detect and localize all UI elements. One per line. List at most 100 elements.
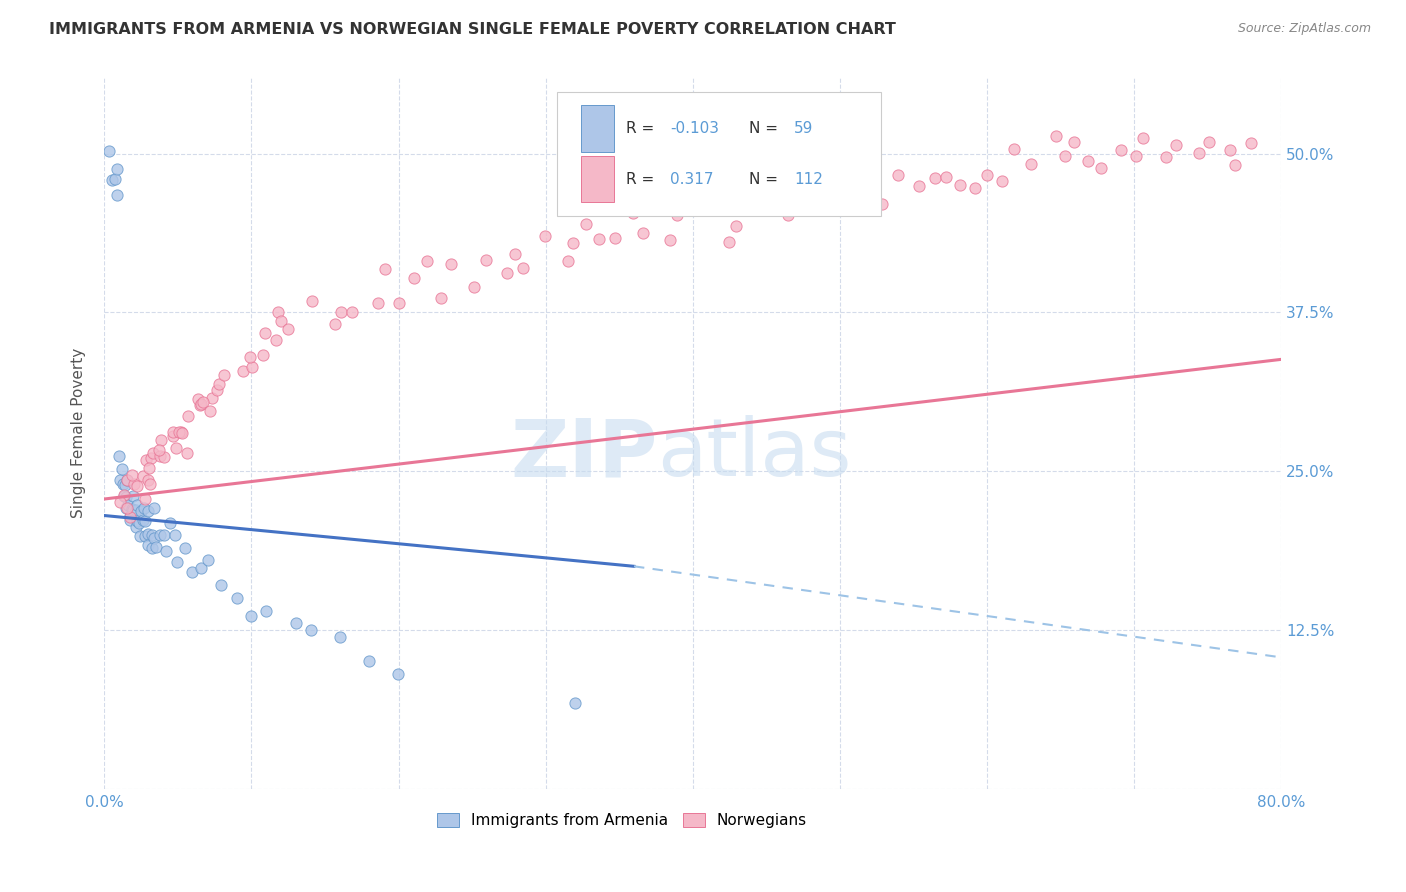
Point [98, 144, 121, 158]
Point [173, 541, 195, 555]
Point [621, 206, 644, 220]
Point [128, 516, 150, 531]
Point [121, 468, 143, 483]
Point [226, 591, 249, 606]
Point [603, 231, 626, 245]
Point [908, 178, 931, 193]
Point [141, 541, 163, 556]
Point [149, 433, 172, 447]
Point [198, 404, 221, 418]
Point [239, 350, 262, 364]
Point [122, 476, 145, 491]
FancyBboxPatch shape [558, 92, 882, 216]
Point [1109, 143, 1132, 157]
Point [190, 397, 212, 411]
Point [329, 630, 352, 644]
Point [758, 199, 780, 213]
Point [145, 540, 167, 554]
Point [240, 608, 263, 623]
Text: IMMIGRANTS FROM ARMENIA VS NORWEGIAN SINGLE FEMALE POVERTY CORRELATION CHART: IMMIGRANTS FROM ARMENIA VS NORWEGIAN SIN… [49, 22, 896, 37]
Point [141, 528, 163, 542]
Point [129, 504, 152, 518]
Point [134, 529, 156, 543]
Point [176, 445, 198, 459]
Point [1240, 136, 1263, 150]
Point [924, 171, 946, 186]
Point [769, 178, 792, 192]
Point [357, 654, 380, 668]
Point [143, 501, 166, 516]
Point [440, 257, 463, 271]
Point [254, 604, 277, 618]
Point [285, 616, 308, 631]
Point [1225, 158, 1247, 172]
Point [976, 168, 998, 182]
Point [1077, 153, 1099, 168]
Point [1164, 137, 1187, 152]
Point [191, 395, 214, 409]
Point [163, 528, 186, 542]
Point [118, 513, 141, 527]
Point [1090, 161, 1112, 176]
Point [139, 450, 162, 465]
Point [125, 514, 148, 528]
Point [181, 565, 204, 579]
Point [404, 270, 426, 285]
Point [111, 477, 134, 491]
Text: R =: R = [626, 172, 659, 186]
Point [166, 555, 188, 569]
Point [1019, 157, 1042, 171]
Point [665, 208, 688, 222]
Point [110, 461, 132, 475]
Point [117, 501, 139, 516]
Point [162, 429, 184, 443]
Point [1125, 148, 1147, 162]
Point [121, 502, 143, 516]
Point [212, 368, 235, 382]
Point [717, 235, 740, 249]
Point [208, 376, 231, 391]
Point [299, 623, 322, 637]
Text: Source: ZipAtlas.com: Source: ZipAtlas.com [1237, 22, 1371, 36]
Point [301, 294, 323, 309]
Point [138, 538, 160, 552]
Point [232, 364, 254, 378]
Point [564, 696, 586, 710]
Point [588, 232, 610, 246]
Point [138, 461, 160, 475]
Point [1063, 135, 1085, 149]
Point [108, 450, 131, 464]
Point [831, 202, 853, 217]
Point [135, 453, 157, 467]
Point [416, 253, 439, 268]
Point [112, 489, 135, 503]
Point [1002, 142, 1025, 156]
Text: -0.103: -0.103 [671, 121, 720, 136]
Point [252, 349, 274, 363]
Point [115, 473, 138, 487]
Point [205, 383, 228, 397]
Y-axis label: Single Female Poverty: Single Female Poverty [72, 348, 86, 518]
Point [329, 305, 352, 319]
Text: R =: R = [626, 121, 659, 136]
Point [115, 490, 138, 504]
Point [1188, 146, 1211, 161]
Point [1053, 149, 1076, 163]
Point [159, 516, 181, 530]
Point [190, 561, 212, 575]
Point [148, 442, 170, 457]
Point [115, 473, 138, 487]
Point [323, 317, 346, 331]
Point [115, 501, 138, 516]
Point [534, 229, 557, 244]
Point [886, 168, 908, 182]
Point [1045, 128, 1067, 143]
Point [266, 305, 288, 319]
Point [108, 473, 131, 487]
Point [134, 491, 156, 506]
Point [725, 219, 748, 233]
Point [949, 178, 972, 193]
Point [703, 196, 725, 211]
Point [100, 173, 122, 187]
Point [557, 254, 579, 268]
